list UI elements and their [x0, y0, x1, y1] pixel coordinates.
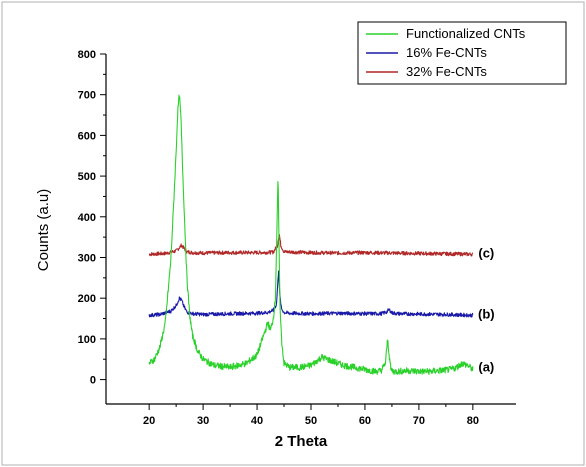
x-tick-label: 40 — [251, 415, 263, 427]
y-tick-label: 700 — [78, 90, 96, 102]
x-tick-label: 50 — [305, 415, 317, 427]
x-tick-label: 30 — [197, 415, 209, 427]
y-tick-label: 400 — [78, 212, 96, 224]
curve-label: (c) — [478, 245, 494, 260]
legend: Functionalized CNTs 16% Fe-CNTs 32% Fe-CNT… — [357, 21, 567, 85]
y-tick-label: 800 — [78, 49, 96, 61]
legend-label: Functionalized CNTs — [406, 26, 526, 41]
series-line-2 — [148, 270, 474, 318]
y-tick-label: 200 — [78, 293, 96, 305]
legend-label: 16% Fe-CNTs — [406, 45, 487, 60]
x-tick-label: 70 — [413, 415, 425, 427]
curve-label: (b) — [478, 306, 495, 321]
y-tick-label: 600 — [78, 130, 96, 142]
x-tick-label: 20 — [143, 415, 155, 427]
plot-area: 0 100 200 300 400 500 600 700 800 20 30 40 50 60 70 80 (… — [78, 49, 516, 427]
y-tick-label: 300 — [78, 252, 96, 264]
y-tick-label: 100 — [78, 334, 96, 346]
x-tick-label: 80 — [467, 415, 479, 427]
series-line-3 — [148, 233, 474, 257]
x-axis-label: 2 Theta — [275, 433, 328, 450]
series-line-1 — [148, 94, 474, 376]
curve-label: (a) — [478, 359, 494, 374]
x-tick-label: 60 — [359, 415, 371, 427]
y-tick-label: 500 — [78, 171, 96, 183]
legend-label: 32% Fe-CNTs — [406, 64, 487, 79]
y-tick-label: 0 — [90, 375, 96, 387]
y-axis-label: Counts (a.u) — [35, 189, 52, 272]
